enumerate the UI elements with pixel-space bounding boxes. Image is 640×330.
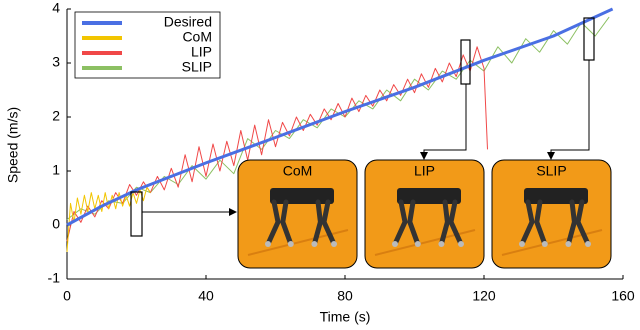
x-tick-label: 120 (472, 288, 496, 304)
robot-leg (407, 199, 421, 247)
y-tick-label: 1 (52, 162, 60, 178)
robot-leg (534, 199, 548, 247)
robot-foot (565, 241, 572, 247)
y-tick-label: 4 (52, 0, 60, 16)
arrow (420, 84, 467, 160)
y-tick-label: -1 (48, 270, 61, 286)
series-line (66, 7, 614, 227)
robot-foot (265, 241, 271, 247)
zoom-box (130, 191, 143, 237)
x-tick-label: 160 (611, 288, 635, 304)
robot-leg (280, 199, 294, 247)
x-tick-label: 0 (63, 288, 71, 304)
robot-foot (311, 241, 318, 247)
legend-label: LIP (191, 44, 212, 60)
robot-body (270, 188, 334, 204)
arrow (547, 60, 590, 160)
robot-foot (331, 241, 337, 247)
y-tick-label: 0 (52, 216, 60, 232)
y-tick-label: 2 (52, 108, 60, 124)
robot-leg (311, 199, 323, 247)
legend-label: CoM (182, 29, 212, 45)
robot-foot (585, 241, 591, 247)
y-axis-label: Speed (m/s) (5, 107, 21, 183)
robot-foot (519, 241, 525, 247)
robot-foot (414, 241, 421, 247)
robot-body (524, 188, 588, 204)
overlay: CoM LIP SLIP (130, 17, 612, 269)
robot-leg (392, 199, 408, 247)
inset-label: CoM (283, 163, 313, 179)
x-axis-label: Time (s) (320, 309, 371, 325)
robot-leg (438, 199, 450, 247)
series-line (66, 46, 488, 242)
robot-leg (448, 199, 464, 247)
legend-label: SLIP (182, 59, 212, 75)
series-line (66, 186, 151, 253)
robot-leg (321, 199, 337, 247)
y-tick-label: 3 (52, 54, 60, 70)
x-tick-label: 40 (198, 288, 214, 304)
legend-label: Desired (164, 14, 212, 30)
robot-leg (265, 199, 281, 247)
robot-body (397, 188, 461, 204)
robot-leg (565, 199, 577, 247)
robot-foot (438, 241, 445, 247)
robot-leg (575, 199, 591, 247)
robot-foot (392, 241, 398, 247)
inset-label: LIP (414, 163, 435, 179)
x-tick-label: 80 (337, 288, 353, 304)
robot-leg (519, 199, 535, 247)
inset-label: SLIP (536, 163, 566, 179)
zoom-box (583, 17, 595, 61)
robot-foot (458, 241, 464, 247)
robot-foot (287, 241, 294, 247)
robot-foot (541, 241, 548, 247)
